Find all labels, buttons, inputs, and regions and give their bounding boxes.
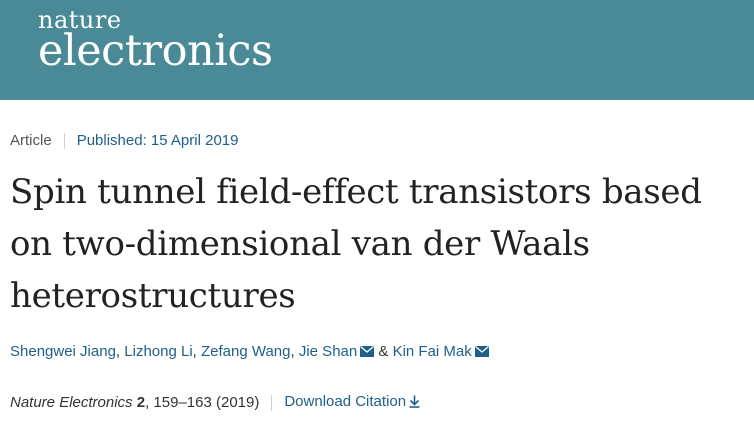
author-separator: , <box>115 343 125 360</box>
download-citation-link[interactable]: Download Citation <box>284 393 420 412</box>
journal-pages: , 159–163 (2019) <box>145 394 260 411</box>
journal-name: Nature Electronics <box>10 394 133 411</box>
divider <box>271 394 273 411</box>
author-shengwei-jiang[interactable]: Shengwei Jiang <box>10 343 116 360</box>
author-zefang-wang[interactable]: Zefang Wang <box>201 343 291 360</box>
journal-logo[interactable]: nature electronics <box>38 8 273 73</box>
author-kin-fai-mak[interactable]: Kin Fai Mak <box>392 343 472 360</box>
article-type: Article <box>10 132 52 149</box>
divider <box>63 132 65 149</box>
author-list: Shengwei Jiang, Lizhong Li, Zefang Wang,… <box>10 343 489 361</box>
citation-line: Nature Electronics 2, 159–163 (2019) Dow… <box>10 393 420 412</box>
download-citation-label: Download Citation <box>284 393 407 410</box>
article-title: Spin tunnel field-effect transistors bas… <box>10 172 702 316</box>
logo-electronics: electronics <box>38 26 273 76</box>
author-jie-shan[interactable]: Jie Shan <box>298 343 358 360</box>
mail-icon[interactable] <box>360 344 375 361</box>
logo-nature: nature <box>38 6 122 34</box>
author-lizhong-li[interactable]: Lizhong Li <box>124 343 193 360</box>
journal-volume: 2 <box>136 394 146 411</box>
masthead: nature electronics <box>0 0 754 100</box>
mail-icon[interactable] <box>474 344 489 361</box>
download-icon <box>409 395 420 412</box>
article-meta: Article Published: 15 April 2019 <box>10 132 238 149</box>
author-separator: , <box>192 343 201 360</box>
author-separator: & <box>374 343 393 360</box>
author-separator: , <box>290 343 299 360</box>
published-date[interactable]: Published: 15 April 2019 <box>76 132 239 149</box>
